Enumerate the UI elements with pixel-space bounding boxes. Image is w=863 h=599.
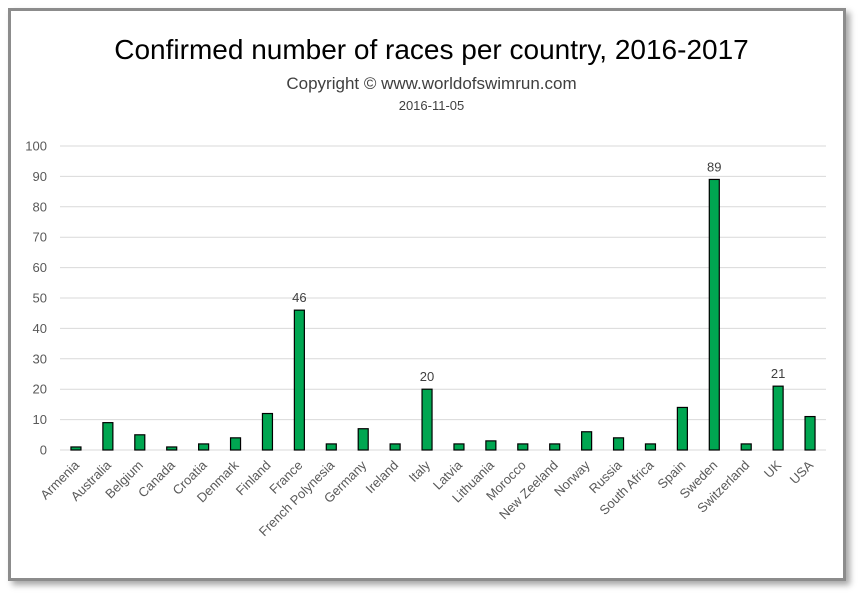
bar-norway [581, 431, 593, 451]
x-axis-labels: ArmeniaAustraliaBelgiumCanadaCroatiaDenm… [37, 457, 816, 539]
bar-croatia [198, 443, 210, 451]
bar-germany [357, 428, 369, 451]
gridlines [60, 145, 826, 451]
y-tick-label: 40 [33, 321, 47, 336]
x-tick-label: USA [787, 457, 817, 487]
x-tick-label: Norway [551, 457, 593, 499]
chart-title: Confirmed number of races per country, 2… [114, 34, 749, 65]
bar-canada [166, 446, 178, 451]
x-tick-label: Ireland [363, 458, 402, 497]
data-label: 20 [420, 369, 434, 384]
chart-frame [8, 8, 846, 581]
y-tick-label: 80 [33, 199, 47, 214]
bars [70, 178, 816, 451]
data-label: 46 [292, 290, 306, 305]
data-label: 89 [707, 159, 721, 174]
bar-finland [261, 412, 274, 451]
bar-usa [804, 415, 816, 451]
y-tick-label: 0 [40, 443, 47, 458]
x-tick-label: Canada [135, 457, 178, 500]
bar-russia [612, 437, 625, 451]
data-label: 21 [771, 366, 785, 381]
bar-new-zeeland [549, 443, 561, 451]
y-tick-label: 30 [33, 351, 47, 366]
y-axis-ticks: 0 10 20 30 40 50 60 70 80 90 100 [25, 139, 47, 458]
data-labels: 46 20 89 21 [292, 159, 785, 384]
y-tick-label: 60 [33, 260, 47, 275]
x-tick-label: Finland [233, 458, 274, 499]
bar-spain [676, 406, 688, 451]
bar-switzerland [740, 443, 752, 451]
bar-south-africa [644, 443, 657, 451]
y-tick-label: 50 [33, 291, 47, 306]
chart-date: 2016-11-05 [398, 98, 465, 113]
chart-subtitle: Copyright © www.worldofswimrun.com [286, 74, 577, 93]
x-tick-label: UK [761, 457, 785, 481]
bar-sweden [708, 178, 720, 451]
bar-australia [102, 422, 114, 451]
bar-latvia [453, 443, 465, 451]
bar-denmark [229, 437, 242, 451]
bar-uk [772, 385, 784, 451]
y-tick-label: 90 [33, 169, 47, 184]
bar-italy [421, 388, 433, 451]
y-tick-label: 100 [25, 139, 47, 154]
y-tick-label: 20 [33, 382, 47, 397]
bar-lithuania [485, 440, 497, 451]
bar-french-polynesia [325, 443, 337, 451]
bar-morocco [517, 443, 529, 451]
x-tick-label: Italy [406, 457, 434, 485]
y-tick-label: 10 [33, 412, 47, 427]
bar-france [293, 309, 305, 451]
bar-armenia [70, 446, 82, 451]
y-tick-label: 70 [33, 230, 47, 245]
bar-belgium [134, 434, 146, 451]
bar-ireland [389, 443, 401, 451]
